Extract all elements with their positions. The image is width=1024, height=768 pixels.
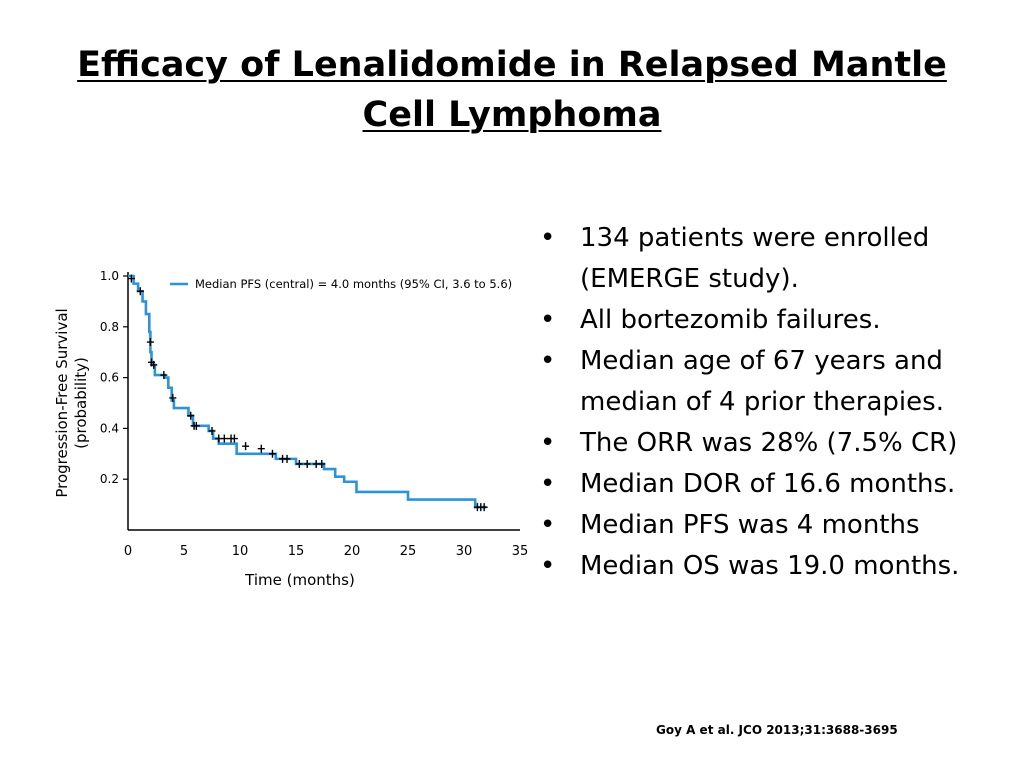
censor-mark	[187, 411, 195, 420]
bullet-item: • All bortezomib failures.	[540, 300, 980, 341]
bullet-text: All bortezomib failures.	[580, 305, 881, 335]
y-tick-label: 0.2	[100, 472, 119, 486]
x-tick-label: 30	[456, 544, 473, 559]
y-tick-label: 0.6	[100, 371, 119, 385]
bullet-text: The ORR was 28% (7.5% CR)	[580, 428, 958, 458]
bullet-text: Median DOR of 16.6 months.	[580, 469, 956, 499]
x-tick-label: 35	[512, 544, 529, 559]
censor-mark	[480, 503, 488, 512]
bullet-item: • The ORR was 28% (7.5% CR)	[540, 423, 980, 464]
bullet-dot-icon: •	[540, 346, 556, 376]
censor-mark	[127, 274, 135, 283]
bullet-text: Median OS was 19.0 months.	[580, 551, 960, 581]
censor-mark	[192, 421, 200, 430]
bullet-dot-icon: •	[540, 305, 556, 335]
censor-mark	[169, 393, 177, 402]
censor-mark	[295, 459, 303, 468]
x-tick-label: 25	[400, 544, 417, 559]
bullet-text: Median PFS was 4 months	[580, 510, 920, 540]
x-tick-label: 10	[232, 544, 249, 559]
bullet-item: • Median age of 67 years and median of 4 …	[540, 341, 980, 423]
bullet-item: • Median PFS was 4 months	[540, 505, 980, 546]
x-tick-label: 20	[344, 544, 361, 559]
censor-mark	[208, 426, 216, 435]
citation: Goy A et al. JCO 2013;31:3688-3695	[656, 723, 898, 737]
km-chart-svg: 1.0 0.8 0.6 0.4 0.2 0 5 10 15 20 25 30 35 Time (month…	[53, 269, 529, 589]
censor-mark	[136, 287, 144, 296]
censor-mark	[230, 434, 238, 443]
censor-mark	[150, 360, 158, 369]
censor-mark	[268, 449, 276, 458]
bullet-dot-icon: •	[540, 510, 556, 540]
x-tick-label: 15	[288, 544, 305, 559]
censor-mark	[318, 459, 326, 468]
x-axis-title: Time (months)	[244, 571, 355, 589]
censor-mark	[242, 442, 250, 451]
bullet-dot-icon: •	[540, 428, 556, 458]
censor-mark	[303, 459, 311, 468]
y-axis-title-line2: (probability)	[72, 357, 90, 449]
bullet-dot-icon: •	[540, 223, 556, 253]
bullet-item: • Median OS was 19.0 months.	[540, 546, 980, 587]
bullet-list: • 134 patients were enrolled (EMERGE stud…	[540, 218, 980, 587]
x-tick-label: 0	[124, 544, 132, 559]
censor-mark	[283, 454, 291, 463]
y-axis-title-line1: Progression-Free Survival	[53, 308, 71, 497]
censor-mark	[220, 434, 228, 443]
bullet-item: • Median DOR of 16.6 months.	[540, 464, 980, 505]
y-tick-label: 0.8	[100, 320, 119, 334]
series-line	[128, 274, 487, 509]
slide-title: Efficacy of Lenalidomide in Relapsed Man…	[77, 45, 947, 135]
bullet-text: 134 patients were enrolled (EMERGE study…	[580, 223, 930, 294]
censor-mark	[160, 371, 168, 380]
censor-mark	[146, 338, 154, 347]
censor-mark	[257, 444, 265, 453]
km-chart: 1.0 0.8 0.6 0.4 0.2 0 5 10 15 20 25 30 35 Time (month…	[30, 250, 530, 600]
y-tick-label: 1.0	[100, 269, 119, 283]
legend-label: Median PFS (central) = 4.0 months (95% C…	[195, 277, 512, 291]
bullet-dot-icon: •	[540, 469, 556, 499]
bullet-text: Median age of 67 years and median of 4 p…	[580, 346, 944, 417]
bullet-item: • 134 patients were enrolled (EMERGE stud…	[540, 218, 980, 300]
bullet-dot-icon: •	[540, 551, 556, 581]
y-tick-label: 0.4	[100, 421, 119, 435]
x-tick-label: 5	[180, 544, 188, 559]
